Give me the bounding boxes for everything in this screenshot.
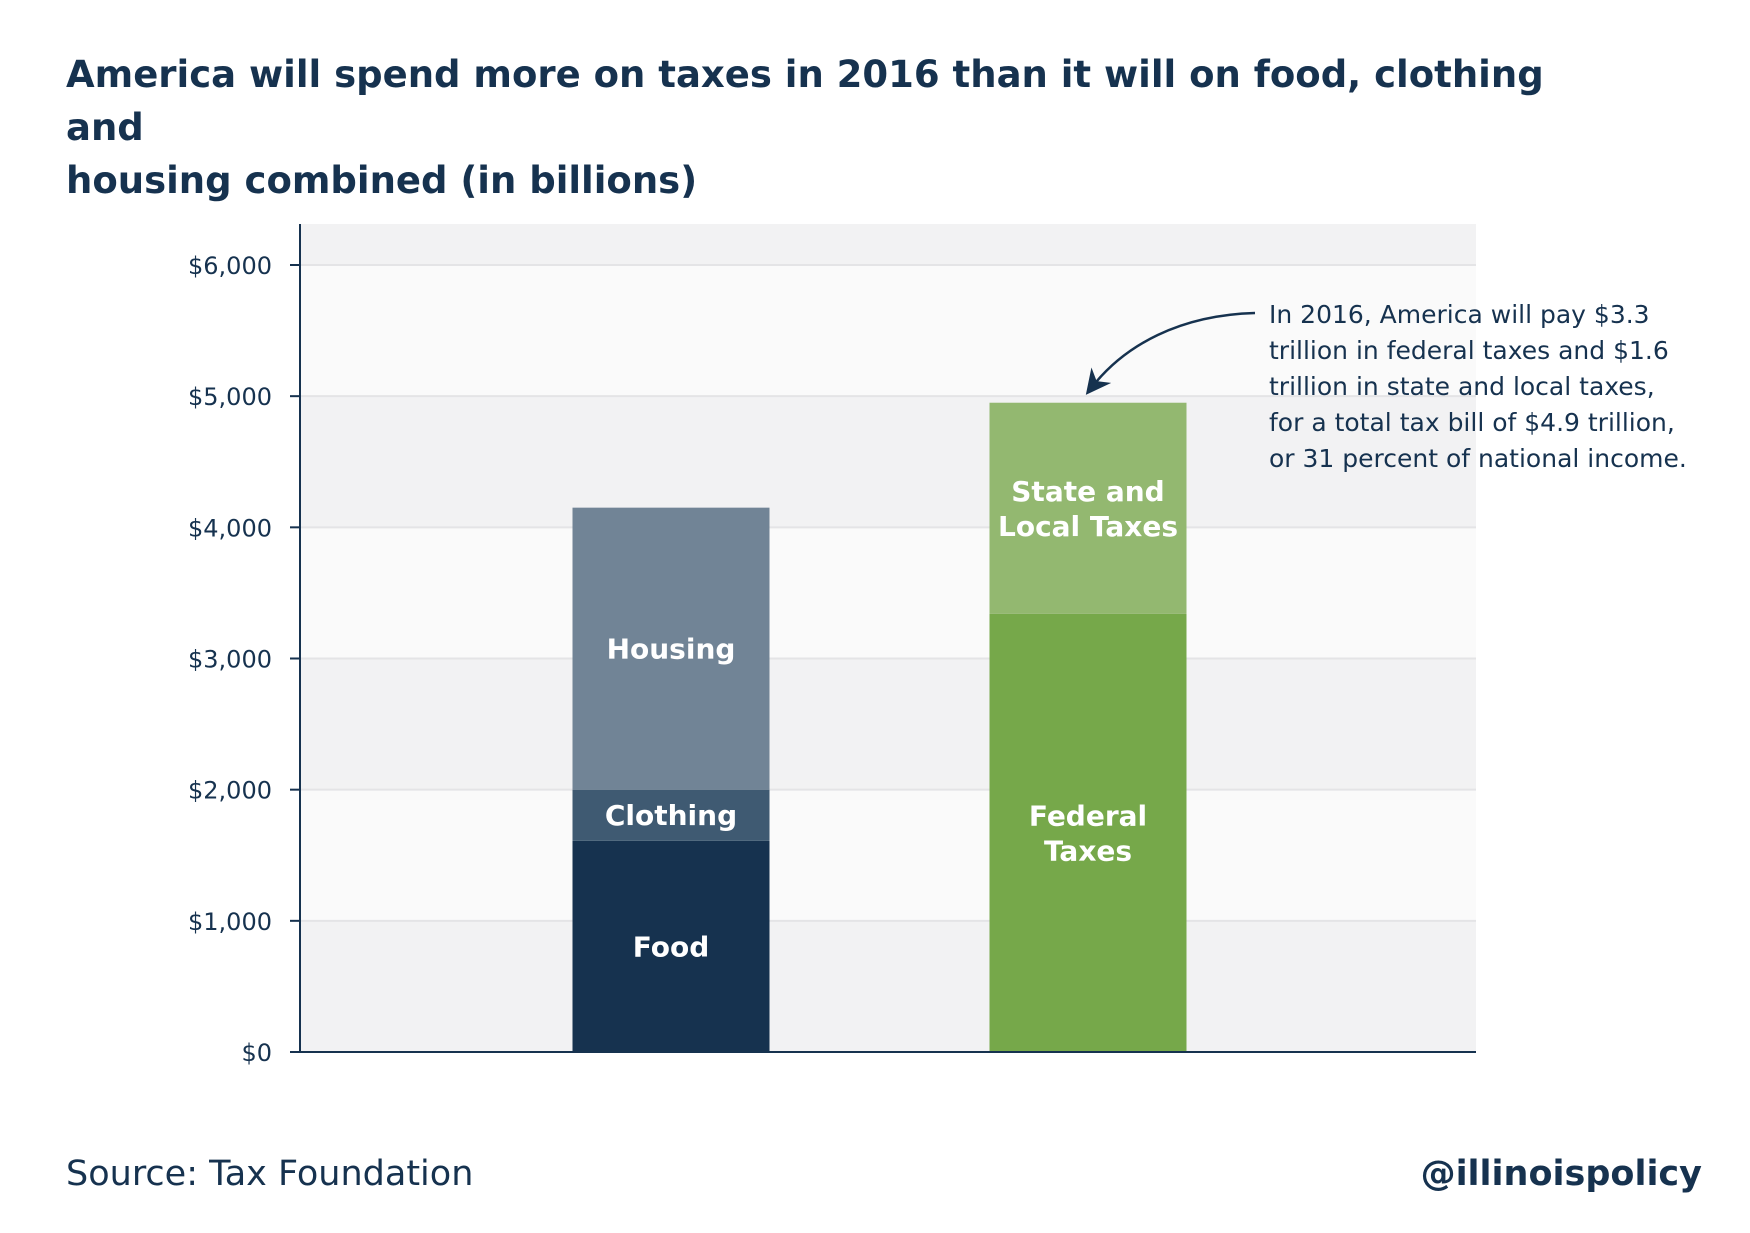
annotation: In 2016, America will pay $3.3 trillion i… [1085,300,1687,473]
y-tick-label: $0 [241,1039,272,1067]
plot-bands [300,224,1476,1052]
axes [290,224,1476,1053]
plot-band [300,658,1476,790]
y-tick-label: $6,000 [188,252,272,280]
y-tick-label: $3,000 [188,646,272,674]
plot-band [300,789,1476,921]
bar-segment-label: Clothing [605,799,737,832]
annotation-text-line: trillion in state and local taxes, [1269,372,1655,401]
bar-segment [572,840,770,1052]
bar-segment-label: Housing [607,633,736,666]
y-tick-label: $4,000 [188,514,272,542]
social-handle: @illinoispolicy [1420,1154,1702,1194]
bar-segment [989,613,1187,1052]
y-tick-label: $1,000 [188,908,272,936]
chart-title-line-1: America will spend more on taxes in 2016… [66,53,1544,149]
bar-segment-label: Food [633,930,710,963]
bar-segment [572,789,770,841]
bar-segment-label: Federal [1029,799,1147,832]
plot-band [300,224,1476,265]
bar-segment [989,402,1187,614]
plot-band [300,265,1476,397]
annotation-arrow [1085,311,1256,395]
bar-segment-label: Taxes [1044,834,1132,867]
chart-title: America will spend more on taxes in 2016… [66,48,1626,207]
y-tick-labels: $0 $1,000 $2,000 $3,000 $4,000 $5,000 $6,000 [188,252,272,1067]
bar-segment-label: State and [1011,475,1164,508]
plot-band [300,527,1476,659]
bar-segment-label: Local Taxes [998,510,1178,543]
plot-band [300,920,1476,1052]
annotation-text-line: for a total tax bill of $4.9 trillion, [1269,408,1675,437]
bar-segment [572,507,770,790]
annotation-text-line: In 2016, America will pay $3.3 [1269,300,1650,329]
y-tick-label: $2,000 [188,777,272,805]
annotation-text-line: trillion in federal taxes and $1.6 [1269,336,1669,365]
gridlines [300,264,1476,922]
plot-band [300,396,1476,528]
chart-title-line-2: housing combined (in billions) [66,159,698,202]
y-tick-label: $5,000 [188,383,272,411]
annotation-text-line: or 31 percent of national income. [1269,444,1687,473]
source-note: Source: Tax Foundation [66,1154,474,1194]
